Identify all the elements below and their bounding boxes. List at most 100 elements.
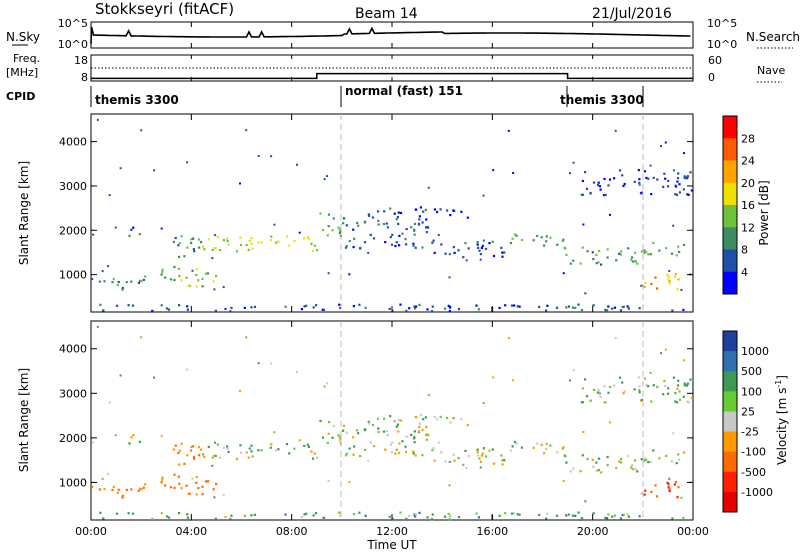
velocity-scatter-cell	[293, 447, 296, 450]
velocity-scatter-cell	[598, 457, 601, 460]
power-scatter-cell	[167, 308, 171, 311]
velocity-scatter-cell	[643, 457, 646, 460]
velocity-scatter-cell	[114, 434, 117, 437]
power-scatter-cell	[607, 184, 610, 187]
power-scatter-cell	[677, 172, 680, 175]
velocity-scatter-cell	[398, 442, 401, 445]
power-scatter-cell	[581, 179, 584, 183]
velocity-scatter-cell	[574, 514, 577, 517]
velocity-scatter-cell	[185, 484, 188, 487]
power-scatter-cell	[337, 226, 340, 229]
power-scatter-cell	[581, 193, 584, 196]
power-scatter-cell	[127, 304, 130, 307]
velocity-scatter-cell	[270, 443, 273, 446]
velocity-scatter-cell	[685, 384, 689, 387]
velocity-scatter-cell	[664, 384, 667, 388]
velocity-scatter-cell	[466, 424, 469, 427]
power-scatter-cell	[606, 309, 609, 312]
power-scatter-cell	[214, 234, 217, 237]
power-scatter-cell	[674, 273, 678, 276]
cpid-mode-3: themis 3300	[560, 93, 644, 107]
velocity-scatter-cell	[178, 512, 181, 515]
velocity-scatter-cell	[492, 376, 495, 379]
velocity-scatter-cell	[670, 460, 674, 463]
power-scatter-cell	[645, 176, 648, 179]
velocity-scatter-cell	[322, 516, 326, 519]
velocity-scatter-cell	[178, 463, 181, 466]
velocity-scatter-cell	[579, 470, 582, 473]
power-scatter-cell	[248, 239, 251, 242]
power-scatter-cell	[561, 239, 564, 243]
velocity-scatter-cell	[364, 428, 367, 431]
velocity-scatter-cell	[418, 422, 421, 425]
velocity-scatter-cell	[239, 451, 243, 454]
colorbar-tick-label: -100	[741, 446, 766, 459]
power-scatter-cell	[338, 231, 341, 235]
velocity-scatter-cell	[414, 515, 417, 518]
velocity-scatter-cell	[102, 517, 105, 520]
velocity-scatter-cell	[405, 450, 408, 454]
velocity-scatter-cell	[103, 488, 106, 491]
power-scatter-cell	[644, 281, 647, 284]
power-scatter-cell	[562, 238, 565, 241]
power-scatter-cell	[427, 186, 430, 189]
power-scatter-cell	[683, 175, 686, 178]
power-scatter-cell	[356, 221, 359, 224]
power-scatter-cell	[257, 241, 260, 244]
x-tick-label: 16:00	[476, 525, 508, 538]
power-scatter-cell	[107, 265, 110, 268]
velocity-scatter-cell	[623, 390, 626, 393]
power-scatter-cell	[626, 305, 629, 308]
colorbar-tick-label: 12	[741, 221, 755, 234]
velocity-scatter-cell	[644, 489, 647, 492]
power-scatter-cell	[224, 307, 227, 310]
power-scatter-cell	[200, 241, 203, 244]
velocity-scatter-cell	[421, 428, 424, 432]
velocity-scatter-cell	[121, 496, 124, 499]
power-scatter-cell	[178, 242, 181, 245]
power-scatter-cell	[640, 191, 644, 194]
velocity-scatter-cell	[683, 382, 686, 385]
velocity-scatter-cell	[672, 376, 675, 379]
velocity-scatter-cell	[117, 488, 120, 491]
power-scatter-cell	[326, 175, 328, 178]
velocity-scatter-cell	[187, 492, 190, 495]
power-scatter-cell	[239, 243, 243, 247]
power-scatter-cell	[390, 243, 394, 246]
power-scatter-cell	[425, 218, 428, 221]
velocity-scatter-cell	[138, 440, 141, 443]
velocity-scatter-cell	[342, 429, 345, 432]
colorbar-tick-label: 8	[741, 244, 748, 257]
power-scatter-cell	[398, 244, 401, 247]
power-scatter-cell	[201, 277, 204, 280]
velocity-scatter-cell	[607, 513, 610, 516]
power-scatter-cell	[615, 259, 618, 262]
velocity-scatter-cell	[666, 392, 670, 395]
power-scatter-cell	[116, 283, 119, 287]
velocity-scatter-cell	[592, 465, 595, 468]
velocity-scatter-cell	[675, 401, 679, 404]
power-scatter-cell	[319, 212, 322, 215]
power-scatter-cell	[595, 262, 598, 265]
power-scatter-cell	[211, 257, 214, 260]
power-scatter-cell	[125, 281, 128, 284]
power-scatter-cell	[277, 240, 280, 243]
power-scatter-cell	[327, 225, 330, 228]
power-scatter-cell	[404, 238, 407, 241]
power-scatter-cell	[600, 263, 603, 266]
power-scatter-cell	[477, 308, 480, 311]
power-scatter-cell	[253, 305, 256, 308]
velocity-scatter-cell	[398, 451, 401, 454]
velocity-scatter-cell	[358, 511, 361, 514]
power-scatter-cell	[165, 307, 169, 310]
power-scatter-cell	[460, 210, 463, 213]
power-scatter-cell	[288, 244, 291, 247]
velocity-scatter-cell	[418, 425, 421, 429]
velocity-scatter-cell	[214, 517, 217, 520]
power-scatter-cell	[137, 281, 140, 284]
velocity-scatter-cell	[393, 420, 396, 423]
power-scatter-cell	[482, 194, 485, 197]
power-scatter-cell	[415, 305, 418, 308]
velocity-scatter-cell	[621, 514, 624, 517]
power-scatter-cell	[285, 235, 289, 238]
